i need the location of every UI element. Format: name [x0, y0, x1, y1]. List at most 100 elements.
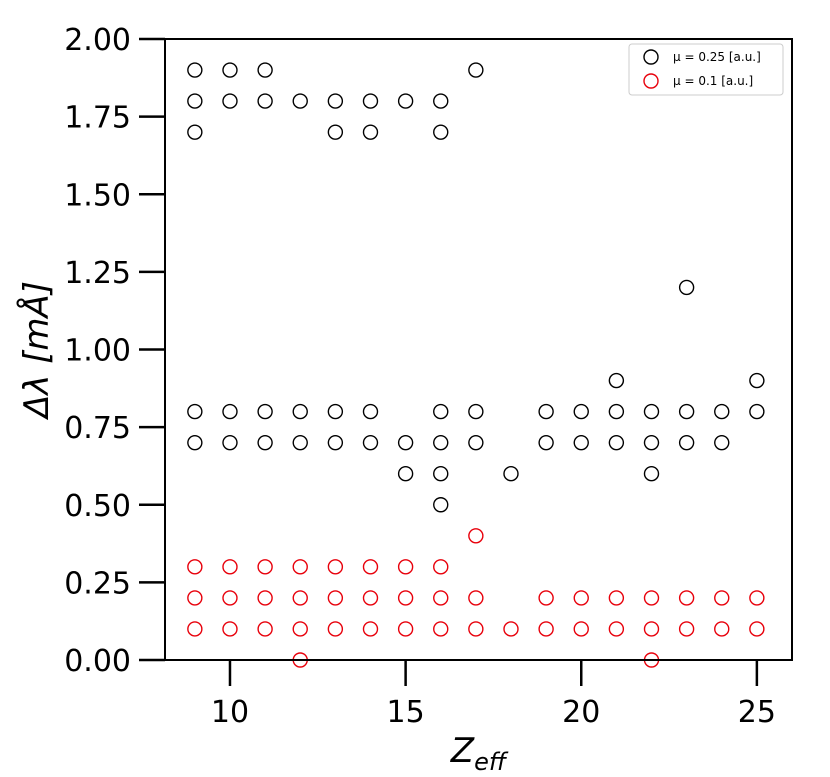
data-point: [678, 621, 695, 637]
data-point: [749, 621, 765, 637]
data-point: [608, 403, 625, 420]
data-point: [362, 434, 379, 451]
data-point: [433, 434, 449, 451]
data-point: [187, 93, 203, 109]
data-point: [433, 590, 449, 606]
data-point: [643, 403, 660, 420]
data-point: [468, 434, 484, 451]
data-point: [362, 124, 379, 140]
data-point: [292, 434, 308, 451]
data-point: [573, 434, 589, 451]
legend-items: μ = 0.25 [a.u.] μ = 0.1 [a.u.]: [643, 49, 761, 89]
data-point: [222, 621, 238, 637]
legend: μ = 0.25 [a.u.] μ = 0.1 [a.u.]: [628, 43, 784, 96]
x-axis-label-main: Z: [450, 731, 475, 771]
data-point: [608, 590, 625, 606]
data-point: [433, 403, 449, 420]
data-point: [327, 559, 344, 575]
data-point: [433, 621, 449, 637]
data-point: [643, 434, 660, 451]
plot-frame: [164, 38, 793, 661]
data-point: [187, 434, 203, 451]
data-point: [643, 590, 660, 606]
data-point: [749, 403, 765, 420]
data-point: [362, 621, 379, 637]
data-point: [222, 403, 238, 420]
data-point: [187, 403, 203, 420]
data-point: [538, 590, 554, 606]
data-point: [503, 466, 519, 482]
points-layer: [187, 62, 765, 668]
data-point: [292, 559, 308, 575]
data-point: [714, 434, 730, 451]
data-point: [327, 590, 344, 606]
data-point: [433, 93, 449, 109]
data-point: [643, 621, 660, 637]
data-point: [397, 559, 414, 575]
data-point: [433, 497, 449, 513]
data-point: [678, 403, 695, 420]
y-tick-label: 0.25: [64, 566, 131, 601]
data-point: [222, 559, 238, 575]
x-axis-label: Zeff: [450, 731, 509, 776]
data-point: [397, 434, 414, 451]
legend-label: μ = 0.25 [a.u.]: [673, 50, 761, 64]
data-point: [608, 434, 625, 451]
data-point: [503, 621, 519, 637]
data-point: [433, 124, 449, 140]
data-point: [468, 590, 484, 606]
data-point: [257, 403, 273, 420]
legend-label: μ = 0.1 [a.u.]: [673, 74, 753, 88]
data-point: [468, 403, 484, 420]
y-tick-label: 0.50: [64, 489, 131, 524]
data-point: [222, 590, 238, 606]
data-point: [327, 403, 344, 420]
data-point: [608, 621, 625, 637]
x-tick-label: 10: [211, 695, 249, 730]
data-point: [222, 434, 238, 451]
data-point: [292, 93, 308, 109]
data-point: [538, 621, 554, 637]
series-1-markers: [187, 528, 765, 668]
y-tick-label: 0.75: [64, 411, 131, 446]
data-point: [468, 621, 484, 637]
data-point: [257, 93, 273, 109]
data-point: [714, 590, 730, 606]
data-point: [362, 93, 379, 109]
data-point: [573, 621, 589, 637]
data-point: [187, 590, 203, 606]
y-tick-label: 1.25: [64, 256, 131, 291]
y-tick-label: 1.50: [64, 178, 131, 213]
data-point: [643, 466, 660, 482]
y-tick-label: 2.00: [64, 23, 131, 58]
data-point: [397, 621, 414, 637]
data-point: [538, 434, 554, 451]
data-point: [573, 590, 589, 606]
y-tick-label: 0.00: [64, 644, 131, 679]
data-point: [397, 590, 414, 606]
data-point: [257, 62, 273, 78]
data-point: [362, 559, 379, 575]
data-point: [187, 62, 203, 78]
x-axis-label-subscript: eff: [474, 748, 509, 776]
legend-marker: [643, 73, 659, 89]
data-point: [468, 528, 484, 544]
ticks-layer: 0.00 0.25 0.50 0.75 1.00 1.25 1.50 1.75 2.00 10 15…: [64, 23, 776, 730]
data-point: [327, 434, 344, 451]
data-point: [222, 62, 238, 78]
data-point: [292, 590, 308, 606]
data-point: [257, 559, 273, 575]
legend-box: [628, 43, 784, 96]
data-point: [187, 621, 203, 637]
data-point: [573, 403, 589, 420]
data-point: [608, 372, 625, 389]
y-tick-label: 1.00: [64, 334, 131, 369]
data-point: [257, 621, 273, 637]
x-tick-label: 25: [738, 695, 776, 730]
data-point: [257, 590, 273, 606]
series-0-markers: [187, 62, 765, 513]
data-point: [327, 621, 344, 637]
data-point: [327, 93, 344, 109]
data-point: [468, 62, 484, 78]
